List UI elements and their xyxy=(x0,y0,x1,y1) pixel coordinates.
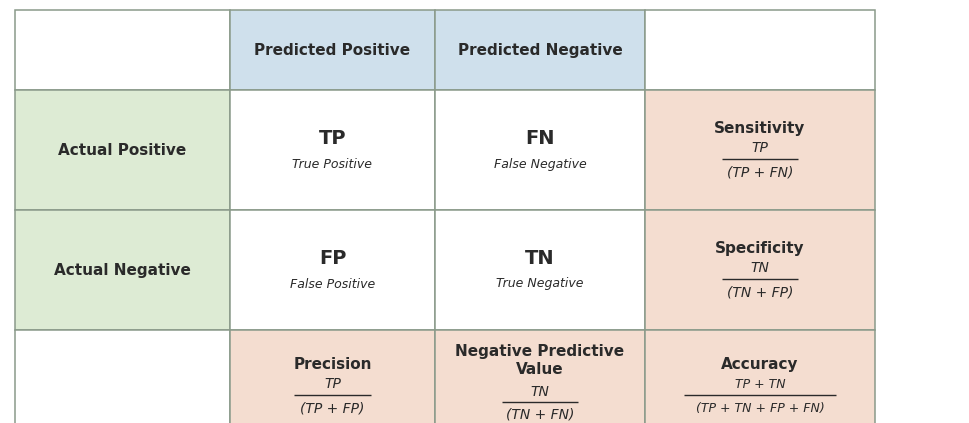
Bar xyxy=(230,330,435,423)
Bar xyxy=(230,90,435,210)
Text: Negative Predictive
Value: Negative Predictive Value xyxy=(455,344,625,377)
Bar xyxy=(15,10,230,90)
Bar xyxy=(645,330,875,423)
Text: Precision: Precision xyxy=(294,357,372,372)
Text: TN: TN xyxy=(751,261,769,275)
Text: False Negative: False Negative xyxy=(493,157,586,170)
Bar xyxy=(435,330,645,423)
Bar xyxy=(15,210,230,330)
Text: (TN + FN): (TN + FN) xyxy=(506,407,575,421)
Text: (TP + TN + FP + FN): (TP + TN + FP + FN) xyxy=(696,402,825,415)
Bar xyxy=(15,90,230,210)
Text: TN: TN xyxy=(531,385,549,398)
Bar xyxy=(645,90,875,210)
Text: (TN + FP): (TN + FP) xyxy=(727,285,794,299)
Bar xyxy=(645,210,875,330)
Bar xyxy=(435,210,645,330)
Bar xyxy=(435,10,645,90)
Text: Predicted Positive: Predicted Positive xyxy=(255,42,411,58)
Bar xyxy=(645,10,875,90)
Bar xyxy=(230,10,435,90)
Text: True Positive: True Positive xyxy=(293,157,372,170)
Text: Accuracy: Accuracy xyxy=(721,357,798,372)
Text: False Positive: False Positive xyxy=(290,277,375,291)
Text: TP: TP xyxy=(319,129,346,148)
Text: Predicted Negative: Predicted Negative xyxy=(457,42,622,58)
Text: FP: FP xyxy=(319,248,346,267)
Text: Sensitivity: Sensitivity xyxy=(714,121,805,135)
Bar xyxy=(230,210,435,330)
Text: Actual Negative: Actual Negative xyxy=(54,263,191,277)
Text: TN: TN xyxy=(525,248,555,267)
Text: Actual Positive: Actual Positive xyxy=(58,143,187,157)
Bar xyxy=(435,90,645,210)
Text: True Negative: True Negative xyxy=(496,277,583,291)
Text: FN: FN xyxy=(525,129,554,148)
Text: TP: TP xyxy=(324,377,341,392)
Text: TP + TN: TP + TN xyxy=(735,378,785,391)
Text: TP: TP xyxy=(752,141,768,155)
Text: (TP + FN): (TP + FN) xyxy=(727,165,794,179)
Bar xyxy=(15,330,230,423)
Text: (TP + FP): (TP + FP) xyxy=(300,401,364,415)
Text: Specificity: Specificity xyxy=(715,241,805,255)
